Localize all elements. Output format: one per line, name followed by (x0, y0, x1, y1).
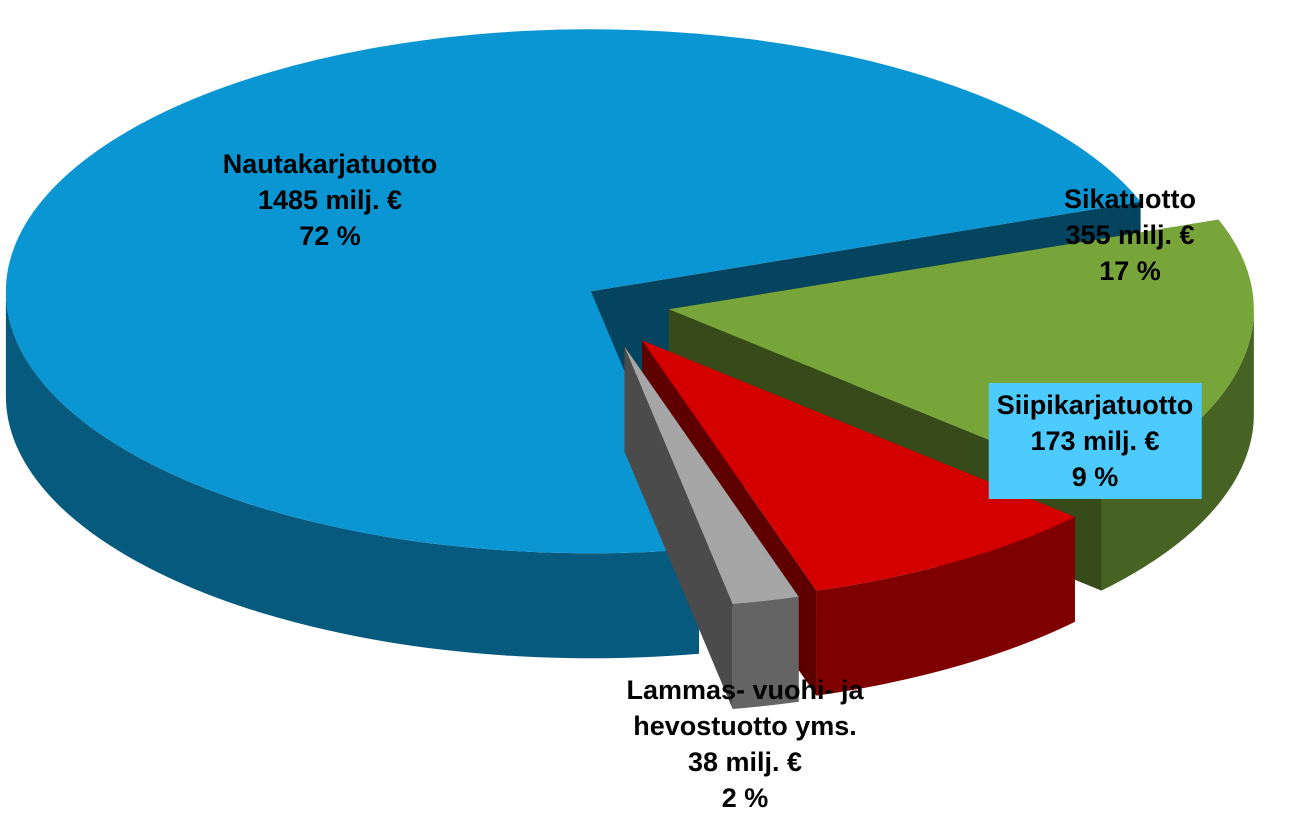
slice-side (732, 596, 799, 710)
label-percent: 17 % (1099, 256, 1161, 286)
label-category: Nautakarjatuotto (222, 149, 438, 179)
slice-side (816, 516, 1075, 696)
label-value: 173 milj. € (1030, 426, 1160, 456)
label-category: Lammas- vuohi- ja hevostuotto yms. (626, 675, 864, 741)
data-label: Nautakarjatuotto 1485 milj. € 72 % (223, 146, 438, 254)
label-category: Siipikarjatuotto (996, 390, 1194, 420)
label-value: 38 milj. € (687, 747, 803, 777)
slice-top (624, 346, 799, 605)
data-label: Siipikarjatuotto 173 milj. € 9 % (988, 383, 1202, 499)
data-label: Sikatuotto 355 milj. € 17 % (1064, 181, 1196, 289)
label-category: Sikatuotto (1064, 184, 1196, 214)
data-label: Lammas- vuohi- ja hevostuotto yms. 38 mil… (565, 672, 925, 816)
label-percent: 72 % (299, 221, 361, 251)
slice-top (642, 340, 1075, 591)
slice-top (5, 29, 1141, 554)
label-percent: 9 % (1071, 462, 1119, 492)
slice-face (624, 346, 733, 710)
label-value: 1485 milj. € (257, 185, 403, 215)
label-percent: 2 % (721, 783, 769, 813)
label-value: 355 milj. € (1065, 220, 1195, 250)
slice-side (5, 291, 700, 659)
pie-slice (624, 346, 799, 710)
